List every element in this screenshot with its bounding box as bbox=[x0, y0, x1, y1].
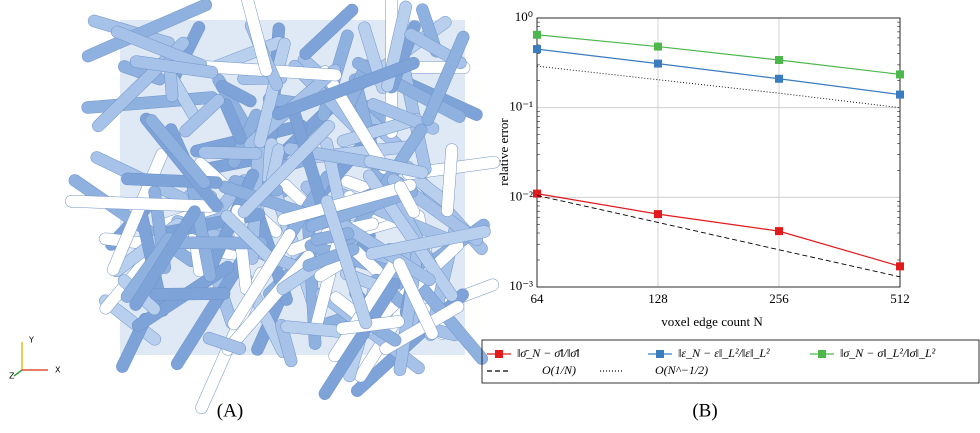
fiber bbox=[240, 0, 273, 77]
marker bbox=[896, 70, 904, 79]
x-tick-label: 512 bbox=[890, 291, 910, 306]
x-axis-label: voxel edge count N bbox=[661, 314, 763, 329]
fiber bbox=[202, 331, 247, 355]
marker bbox=[533, 45, 541, 54]
axis-glyph-label: X bbox=[55, 366, 61, 375]
marker bbox=[533, 189, 541, 198]
legend-label: O(N^−1/2) bbox=[655, 363, 708, 377]
fiber bbox=[129, 55, 219, 79]
marker bbox=[775, 227, 783, 236]
axes-glyph: Y X Z bbox=[9, 336, 61, 381]
fiber bbox=[179, 94, 225, 138]
plot: 64 128 256 512 10⁻³ 10⁻² 10⁻¹ 10⁰ ‖σ̄_N − σ̄‖/‖σ… bbox=[487, 9, 936, 377]
fiber bbox=[145, 114, 211, 189]
fiber bbox=[299, 3, 359, 60]
y-axis-label: relative error bbox=[496, 118, 511, 186]
fiber bbox=[441, 143, 459, 217]
x-tick-label: 256 bbox=[769, 291, 789, 306]
fiber bbox=[81, 0, 213, 63]
series-line bbox=[536, 193, 901, 267]
marker bbox=[896, 90, 904, 99]
fiber-image bbox=[65, 0, 501, 415]
y-tick-label: 10⁰ bbox=[515, 9, 533, 24]
y-tick-label: 10⁻² bbox=[509, 188, 533, 203]
axis-glyph-label: Z bbox=[9, 372, 15, 381]
marker bbox=[654, 210, 662, 219]
fiber bbox=[274, 318, 298, 368]
marker bbox=[533, 30, 541, 39]
legend-marker bbox=[495, 350, 503, 358]
marker bbox=[654, 42, 662, 51]
fiber bbox=[227, 228, 296, 331]
panel-label: (A) bbox=[217, 400, 243, 421]
x-tick-label: 64 bbox=[531, 291, 545, 306]
legend-label: ‖σ_N − σ‖_L²/‖σ‖_L² bbox=[840, 346, 936, 360]
fiber bbox=[198, 146, 263, 160]
y-tick-label: 10⁻³ bbox=[509, 278, 533, 293]
fiber bbox=[392, 257, 439, 340]
fiber bbox=[149, 287, 231, 301]
series-line bbox=[536, 194, 901, 278]
fiber bbox=[320, 195, 373, 330]
legend-marker bbox=[818, 350, 826, 358]
legend-label: O(1/N) bbox=[542, 363, 576, 377]
marker bbox=[775, 56, 783, 65]
series-line bbox=[536, 65, 901, 109]
fiber bbox=[129, 205, 201, 311]
panel-label: (B) bbox=[692, 400, 717, 421]
legend-label: ‖ε_N − ε‖_L²/‖ε‖_L² bbox=[678, 346, 770, 360]
fiber bbox=[394, 180, 420, 219]
legend-marker bbox=[656, 350, 664, 358]
marker bbox=[896, 262, 904, 271]
series-line bbox=[536, 48, 901, 96]
fiber bbox=[215, 79, 257, 108]
fiber bbox=[421, 30, 470, 126]
marker bbox=[775, 74, 783, 83]
series-line bbox=[536, 34, 901, 75]
plot-frame bbox=[536, 17, 901, 288]
y-tick-label: 10⁻¹ bbox=[509, 99, 533, 114]
marker bbox=[654, 59, 662, 68]
z-axis-glyph bbox=[13, 369, 23, 377]
legend-box bbox=[481, 339, 980, 384]
fiber bbox=[363, 155, 429, 179]
fiber bbox=[365, 225, 491, 260]
fiber bbox=[272, 56, 420, 121]
axis-glyph-label: Y bbox=[28, 336, 34, 345]
fiber bbox=[237, 120, 335, 219]
fiber bbox=[277, 179, 417, 227]
legend-label: ‖σ̄_N − σ̄‖/‖σ̄‖ bbox=[517, 346, 580, 360]
x-tick-label: 128 bbox=[648, 291, 668, 306]
